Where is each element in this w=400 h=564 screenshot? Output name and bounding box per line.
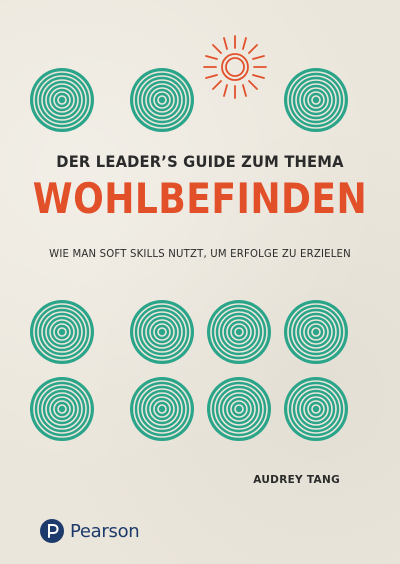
concentric-circle-icon	[130, 377, 194, 441]
concentric-circle-icon	[130, 68, 194, 132]
concentric-circle-icon	[130, 300, 194, 364]
book-subtitle: WIE MAN SOFT SKILLS NUTZT, UM ERFOLGE ZU…	[49, 247, 351, 260]
book-title: WOHLBEFINDEN	[32, 174, 368, 223]
author-name: AUDREY TANG	[253, 474, 340, 486]
concentric-circle-icon	[284, 377, 348, 441]
concentric-circle-icon	[207, 300, 271, 364]
concentric-circle-icon	[207, 377, 271, 441]
sun-icon	[203, 35, 267, 99]
concentric-circle-icon	[284, 68, 348, 132]
publisher-name: Pearson	[70, 520, 140, 542]
concentric-circle-icon	[30, 68, 94, 132]
publisher: Pearson	[40, 516, 140, 546]
series-title: DER LEADER’S GUIDE ZUM THEMA	[56, 152, 344, 171]
pearson-logo-icon	[40, 519, 64, 543]
concentric-circle-icon	[30, 377, 94, 441]
concentric-circle-icon	[284, 300, 348, 364]
concentric-circle-icon	[30, 300, 94, 364]
